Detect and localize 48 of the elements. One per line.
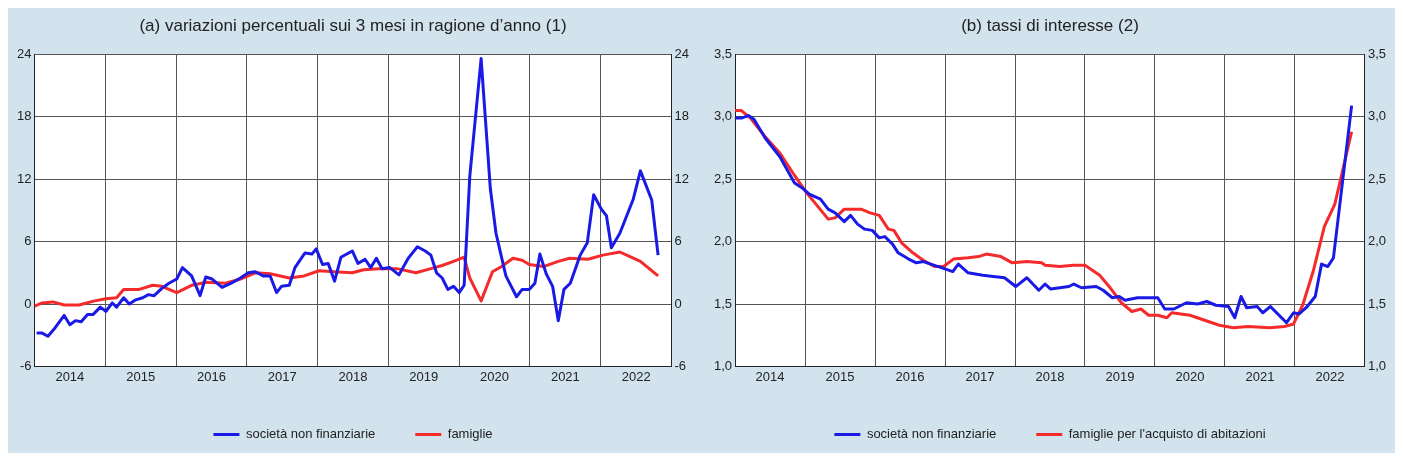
y2-tick-label: 2,5 <box>1367 170 1387 186</box>
x-tick-label: 2021 <box>550 368 580 384</box>
y-tick-label: 6 <box>24 233 32 249</box>
legend-label: famiglie <box>447 426 493 442</box>
legend-label: società non finanziarie <box>866 426 997 442</box>
y2-tick-label: 0 <box>674 295 682 311</box>
y2-tick-label: 2,0 <box>1367 233 1387 249</box>
y2-tick-label: 12 <box>674 170 690 186</box>
y-tick-label: 12 <box>16 170 32 186</box>
x-tick-label: 2014 <box>55 368 85 384</box>
y-tick-label: 24 <box>16 45 32 61</box>
y2-tick-label: 6 <box>674 233 682 249</box>
x-tick-label: 2020 <box>480 368 510 384</box>
x-tick-label: 2020 <box>1175 368 1205 384</box>
legend-label: famiglie per l'acquisto di abitazioni <box>1068 426 1266 442</box>
y-tick-label: 2,0 <box>713 233 733 249</box>
y2-tick-label: 3,5 <box>1367 45 1387 61</box>
x-tick-label: 2017 <box>267 368 297 384</box>
y2-tick-label: 1,0 <box>1367 357 1387 373</box>
y-tick-label: 3,5 <box>713 45 733 61</box>
x-tick-label: 2016 <box>895 368 925 384</box>
x-tick-label: 2019 <box>409 368 439 384</box>
chart-title: (b) tassi di interesse (2) <box>961 15 1139 35</box>
y-tick-label: -6 <box>19 357 32 373</box>
y2-tick-label: 18 <box>674 108 690 124</box>
y2-tick-label: 24 <box>674 45 690 61</box>
y2-tick-label: -6 <box>674 357 687 373</box>
x-tick-label: 2019 <box>1105 368 1135 384</box>
x-tick-label: 2018 <box>338 368 368 384</box>
x-tick-label: 2021 <box>1245 368 1275 384</box>
y2-tick-label: 3,0 <box>1367 108 1387 124</box>
x-tick-label: 2015 <box>126 368 156 384</box>
x-tick-label: 2014 <box>755 368 785 384</box>
chart-title: (a) variazioni percentuali sui 3 mesi in ragione d’anno (1) <box>139 15 567 35</box>
x-tick-label: 2015 <box>825 368 855 384</box>
y-tick-label: 1,5 <box>713 295 733 311</box>
x-tick-label: 2016 <box>196 368 226 384</box>
x-tick-label: 2018 <box>1035 368 1065 384</box>
x-tick-label: 2022 <box>621 368 651 384</box>
y-tick-label: 0 <box>24 295 32 311</box>
x-tick-label: 2022 <box>1315 368 1345 384</box>
y2-tick-label: 1,5 <box>1367 295 1387 311</box>
y-tick-label: 3,0 <box>713 108 733 124</box>
x-tick-label: 2017 <box>965 368 995 384</box>
y-tick-label: 2,5 <box>713 170 733 186</box>
legend-label: società non finanziarie <box>245 426 376 442</box>
y-tick-label: 18 <box>16 108 32 124</box>
y-tick-label: 1,0 <box>713 357 733 373</box>
